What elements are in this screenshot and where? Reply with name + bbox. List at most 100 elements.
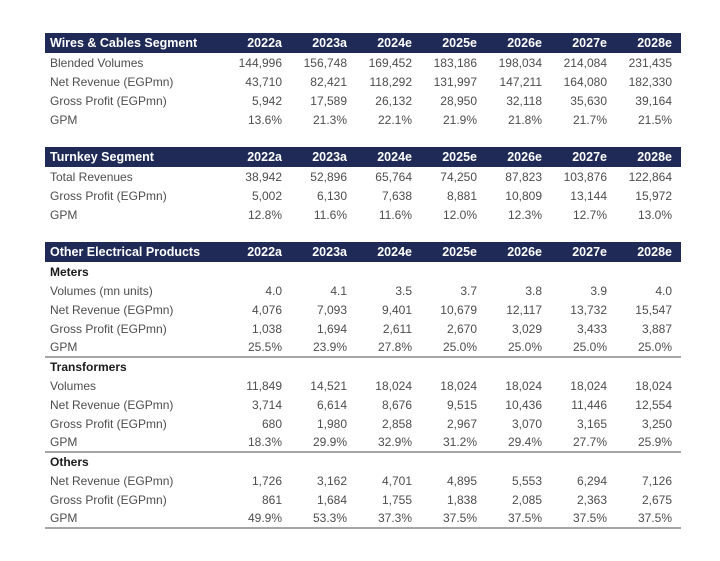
cell-value: 10,436 xyxy=(505,397,542,412)
column-header: 2028e xyxy=(616,33,681,53)
column-header: 2022a xyxy=(226,147,291,167)
cell-value: 182,330 xyxy=(628,74,672,89)
subsection-header-row: Transformers xyxy=(45,357,681,376)
cell-value: 861 xyxy=(261,492,282,507)
cell-value: 28,950 xyxy=(440,93,477,108)
cell-value: 25.0% xyxy=(486,338,551,358)
cell-value: 25.0% xyxy=(421,338,486,358)
data-row: Gross Profit (EGPmn) 680 1,980 2,858 2,967 3,… xyxy=(45,414,681,433)
cell-value: 12,554 xyxy=(635,397,672,412)
data-row: Net Revenue (EGPmn) 4,076 7,093 9,401 10,679… xyxy=(45,300,681,319)
cell-value: 4,076 xyxy=(251,302,282,317)
segment-body: Total Revenues 38,942 52,896 65,764 74,250 87… xyxy=(45,167,681,224)
cell-value: 2,675 xyxy=(641,492,672,507)
row-label: GPM xyxy=(45,509,226,529)
row-label: Gross Profit (EGPmn) xyxy=(50,492,167,507)
cell-value: 8,676 xyxy=(381,397,412,412)
cell-value: 29.4% xyxy=(486,433,551,453)
data-row: GPM 13.6% 21.3% 22.1% 21.9% 21.8% 21.7% 21.5% xyxy=(45,110,681,129)
cell-value: 14,521 xyxy=(310,378,347,393)
segment-table-turnkey: Turnkey Segment 2022a 2023a 2024e 2025e … xyxy=(45,147,681,224)
cell-value: 1,726 xyxy=(251,473,282,488)
column-header: 2027e xyxy=(551,242,616,262)
cell-value: 23.9% xyxy=(291,338,356,358)
cell-value: 21.3% xyxy=(312,112,347,127)
cell-value: 2,967 xyxy=(446,416,477,431)
column-header: 2024e xyxy=(356,242,421,262)
data-row: Net Revenue (EGPmn) 3,714 6,614 8,676 9,515 1… xyxy=(45,395,681,414)
cell-value: 3,029 xyxy=(511,321,542,336)
row-label: Net Revenue (EGPmn) xyxy=(50,74,174,89)
financial-forecast-page: Wires & Cables Segment 2022a 2023a 2024e… xyxy=(45,33,681,529)
cell-value: 49.9% xyxy=(226,509,291,529)
cell-value: 13.6% xyxy=(247,112,282,127)
row-label: Net Revenue (EGPmn) xyxy=(50,473,174,488)
cell-value: 1,755 xyxy=(381,492,412,507)
cell-value: 10,809 xyxy=(505,188,542,203)
cell-value: 2,085 xyxy=(511,492,542,507)
subsection-title: Others xyxy=(50,455,89,469)
cell-value: 13,144 xyxy=(570,188,607,203)
row-label: Gross Profit (EGPmn) xyxy=(50,321,167,336)
column-header: 2028e xyxy=(616,147,681,167)
cell-value: 6,614 xyxy=(316,397,347,412)
cell-value: 74,250 xyxy=(440,169,477,184)
data-row: Blended Volumes 144,996 156,748 169,452 183,… xyxy=(45,53,681,72)
cell-value: 18,024 xyxy=(440,378,477,393)
row-label: GPM xyxy=(45,433,226,453)
cell-value: 680 xyxy=(261,416,282,431)
data-row: GPM 49.9% 53.3% 37.3% 37.5% 37.5% 37.5% 37.5% xyxy=(45,509,681,529)
cell-value: 3,165 xyxy=(576,416,607,431)
cell-value: 5,942 xyxy=(251,93,282,108)
cell-value: 7,126 xyxy=(641,473,672,488)
cell-value: 3.9 xyxy=(590,283,607,298)
row-label: Gross Profit (EGPmn) xyxy=(50,93,167,108)
cell-value: 25.9% xyxy=(616,433,681,453)
cell-value: 38,942 xyxy=(245,169,282,184)
cell-value: 3,070 xyxy=(511,416,542,431)
cell-value: 231,435 xyxy=(628,55,672,70)
column-header: 2025e xyxy=(421,242,486,262)
cell-value: 1,684 xyxy=(316,492,347,507)
cell-value: 3.7 xyxy=(460,283,477,298)
column-header: 2027e xyxy=(551,33,616,53)
data-row: Net Revenue (EGPmn) 43,710 82,421 118,292 13… xyxy=(45,72,681,91)
cell-value: 32.9% xyxy=(356,433,421,453)
cell-value: 13.0% xyxy=(637,207,672,222)
cell-value: 1,038 xyxy=(251,321,282,336)
cell-value: 52,896 xyxy=(310,169,347,184)
cell-value: 37.5% xyxy=(486,509,551,529)
cell-value: 2,670 xyxy=(446,321,477,336)
cell-value: 6,130 xyxy=(316,188,347,203)
row-label: GPM xyxy=(50,207,78,222)
row-label: Volumes (mn units) xyxy=(50,283,153,298)
cell-value: 87,823 xyxy=(505,169,542,184)
cell-value: 3,887 xyxy=(641,321,672,336)
subsection-title: Transformers xyxy=(50,360,127,374)
row-label: Gross Profit (EGPmn) xyxy=(50,188,167,203)
column-header: 2025e xyxy=(421,147,486,167)
cell-value: 144,996 xyxy=(238,55,282,70)
cell-value: 32,118 xyxy=(506,93,542,108)
data-row: Volumes 11,849 14,521 18,024 18,024 18,024 18,… xyxy=(45,376,681,395)
row-label: GPM xyxy=(50,112,78,127)
cell-value: 4.0 xyxy=(265,283,282,298)
cell-value: 122,864 xyxy=(628,169,672,184)
cell-value: 29.9% xyxy=(291,433,356,453)
cell-value: 35,630 xyxy=(570,93,607,108)
cell-value: 53.3% xyxy=(291,509,356,529)
row-label: Total Revenues xyxy=(50,169,133,184)
row-label: Net Revenue (EGPmn) xyxy=(50,302,174,317)
segment-title: Turnkey Segment xyxy=(45,147,226,167)
cell-value: 2,611 xyxy=(382,321,412,336)
cell-value: 11,849 xyxy=(246,378,282,393)
cell-value: 198,034 xyxy=(498,55,542,70)
column-header: 2026e xyxy=(486,242,551,262)
cell-value: 3,714 xyxy=(251,397,282,412)
row-label: Volumes xyxy=(50,378,97,393)
cell-value: 3,250 xyxy=(641,416,672,431)
column-header: 2026e xyxy=(486,33,551,53)
cell-value: 4,701 xyxy=(381,473,412,488)
cell-value: 169,452 xyxy=(368,55,412,70)
cell-value: 21.9% xyxy=(442,112,477,127)
